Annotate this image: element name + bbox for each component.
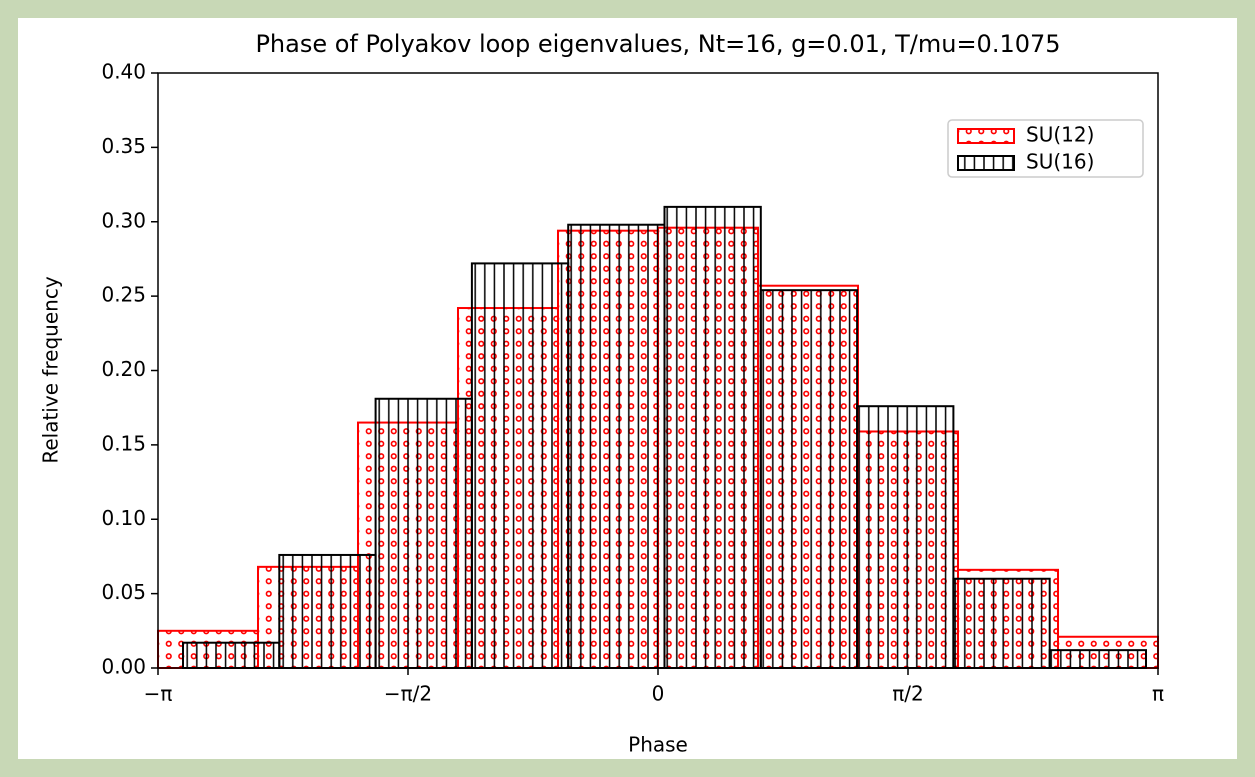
y-axis-label: Relative frequency — [39, 276, 63, 463]
y-tick-label: 0.40 — [101, 60, 146, 84]
histogram-bar — [182, 641, 281, 670]
legend-swatch — [957, 155, 1015, 171]
histogram-bar — [567, 223, 666, 669]
y-tick-label: 0.10 — [101, 506, 146, 530]
histogram-bar — [1048, 649, 1148, 670]
histogram-bar — [856, 405, 955, 669]
y-tick-label: 0.05 — [101, 580, 146, 604]
histogram-bar — [952, 577, 1051, 669]
x-tick-label: 0 — [652, 682, 665, 706]
x-axis-label: Phase — [628, 733, 688, 757]
y-tick-label: 0.15 — [101, 431, 146, 455]
y-tick-label: 0.35 — [101, 134, 146, 158]
histogram-bar — [759, 289, 859, 669]
y-tick-label: 0.30 — [101, 208, 146, 232]
legend-swatch — [957, 128, 1015, 144]
histogram-bar — [663, 205, 762, 669]
histogram-bar — [374, 397, 473, 669]
x-tick-label: −π — [144, 682, 173, 706]
legend-label: SU(12) — [1026, 123, 1094, 147]
legend-label: SU(16) — [1026, 150, 1094, 174]
y-tick-label: 0.20 — [101, 357, 146, 381]
y-tick-label: 0.25 — [101, 283, 146, 307]
y-tick-label: 0.00 — [101, 655, 146, 679]
chart-title: Phase of Polyakov loop eigenvalues, Nt=1… — [255, 30, 1060, 58]
histogram-bar — [470, 262, 570, 669]
x-tick-label: π/2 — [892, 682, 924, 706]
x-tick-label: −π/2 — [384, 682, 432, 706]
x-tick-label: π — [1152, 682, 1164, 706]
histogram-bar — [278, 553, 377, 670]
